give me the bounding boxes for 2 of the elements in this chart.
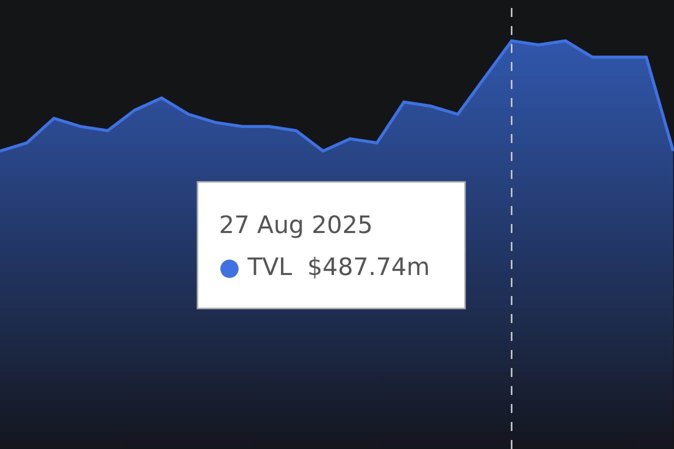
- annotation: ● TVL $487.74m: [219, 253, 430, 281]
- annotation: 27 Aug 2025: [219, 211, 373, 239]
